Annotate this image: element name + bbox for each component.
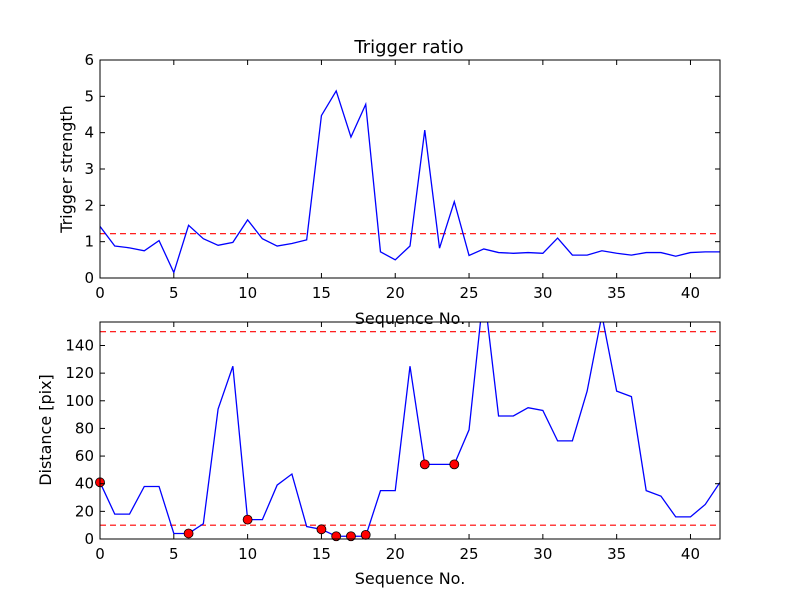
x-tick-label: 30 xyxy=(533,284,552,302)
x-tick-label: 25 xyxy=(460,545,479,563)
trigger-strength-series xyxy=(100,89,720,275)
distance-series xyxy=(100,322,720,537)
y-tick-label: 1 xyxy=(84,233,94,251)
x-tick-label: 15 xyxy=(312,284,331,302)
flagged-point-marker xyxy=(449,459,460,470)
y-tick-label: 100 xyxy=(65,392,94,410)
x-tick-label: 25 xyxy=(460,284,479,302)
flagged-point-marker xyxy=(346,531,356,542)
x-tick-label: 10 xyxy=(238,284,257,302)
plot-area xyxy=(100,89,720,275)
x-tick-label: 5 xyxy=(169,284,179,302)
y-tick-label: 120 xyxy=(65,364,94,382)
trigger-ratio-panel: Trigger ratio 0 5 10 15 20 25 30 35 40 0 1 2 3 4 5 6 S… xyxy=(57,37,721,328)
chart-title: Trigger ratio xyxy=(353,37,463,58)
y-axis-label: Distance [pix] xyxy=(36,374,55,486)
x-tick-label: 0 xyxy=(95,545,105,563)
threshold-lines xyxy=(100,331,720,526)
y-tick-label: 5 xyxy=(84,87,94,105)
x-tick-label: 35 xyxy=(607,284,626,302)
y-axis-label: Trigger strength xyxy=(57,105,76,234)
flagged-points xyxy=(95,459,460,542)
y-tick-label: 6 xyxy=(84,51,94,69)
x-tick-label: 10 xyxy=(238,545,257,563)
flagged-point-marker xyxy=(331,531,342,542)
x-tick-label: 20 xyxy=(386,284,405,302)
distance-panel: 0 5 10 15 20 25 30 35 40 0 20 40 60 80 100 120 140 Sequ… xyxy=(36,321,721,588)
y-tick-label: 0 xyxy=(84,530,94,548)
x-axis-label: Sequence No. xyxy=(355,569,466,588)
flagged-point-marker xyxy=(419,459,430,470)
flagged-point-marker xyxy=(360,529,371,540)
flagged-point-marker xyxy=(183,528,194,539)
x-tick-label: 30 xyxy=(533,545,552,563)
y-tick-label: 60 xyxy=(75,447,94,465)
x-tick-label: 40 xyxy=(681,284,700,302)
x-axis-ticks: 0 5 10 15 20 25 30 35 40 xyxy=(95,322,700,563)
y-tick-label: 2 xyxy=(84,196,94,214)
x-tick-label: 0 xyxy=(95,284,105,302)
x-tick-label: 20 xyxy=(386,545,405,563)
y-tick-label: 4 xyxy=(84,124,94,142)
x-tick-label: 40 xyxy=(681,545,700,563)
x-tick-label: 35 xyxy=(607,545,626,563)
flagged-point-marker xyxy=(242,514,253,525)
x-axis-ticks: 0 5 10 15 20 25 30 35 40 xyxy=(95,60,700,302)
y-tick-label: 3 xyxy=(84,160,94,178)
y-axis-ticks: 0 1 2 3 4 5 6 xyxy=(84,51,720,287)
y-tick-label: 0 xyxy=(84,269,94,287)
y-tick-label: 20 xyxy=(75,502,94,520)
y-axis-ticks: 0 20 40 60 80 100 120 140 xyxy=(65,336,720,548)
x-axis-label: Sequence No. xyxy=(355,309,466,328)
y-tick-label: 40 xyxy=(75,475,94,493)
axes-frame xyxy=(99,321,721,540)
y-tick-label: 80 xyxy=(75,419,94,437)
flagged-point-marker xyxy=(316,524,327,535)
x-tick-label: 5 xyxy=(169,545,179,563)
y-tick-label: 140 xyxy=(65,336,94,354)
x-tick-label: 15 xyxy=(312,545,331,563)
